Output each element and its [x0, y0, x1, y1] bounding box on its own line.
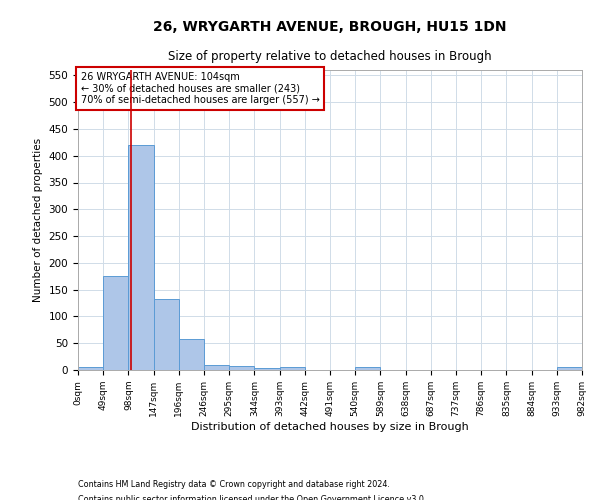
Bar — [78, 368, 103, 370]
Text: 26 WRYGARTH AVENUE: 104sqm
← 30% of detached houses are smaller (243)
70% of sem: 26 WRYGARTH AVENUE: 104sqm ← 30% of deta… — [80, 72, 319, 104]
Y-axis label: Number of detached properties: Number of detached properties — [33, 138, 43, 302]
Bar — [179, 339, 204, 370]
Bar — [280, 368, 305, 370]
Text: 26, WRYGARTH AVENUE, BROUGH, HU15 1DN: 26, WRYGARTH AVENUE, BROUGH, HU15 1DN — [153, 20, 507, 34]
Bar — [128, 145, 154, 370]
Bar — [229, 366, 254, 370]
Text: Contains public sector information licensed under the Open Government Licence v3: Contains public sector information licen… — [78, 495, 427, 500]
Bar — [557, 368, 582, 370]
Bar — [204, 365, 229, 370]
X-axis label: Distribution of detached houses by size in Brough: Distribution of detached houses by size … — [191, 422, 469, 432]
Text: Size of property relative to detached houses in Brough: Size of property relative to detached ho… — [168, 50, 492, 63]
Bar — [254, 368, 280, 370]
Text: Contains HM Land Registry data © Crown copyright and database right 2024.: Contains HM Land Registry data © Crown c… — [78, 480, 390, 489]
Bar — [103, 276, 128, 370]
Bar — [154, 300, 179, 370]
Bar — [355, 368, 380, 370]
